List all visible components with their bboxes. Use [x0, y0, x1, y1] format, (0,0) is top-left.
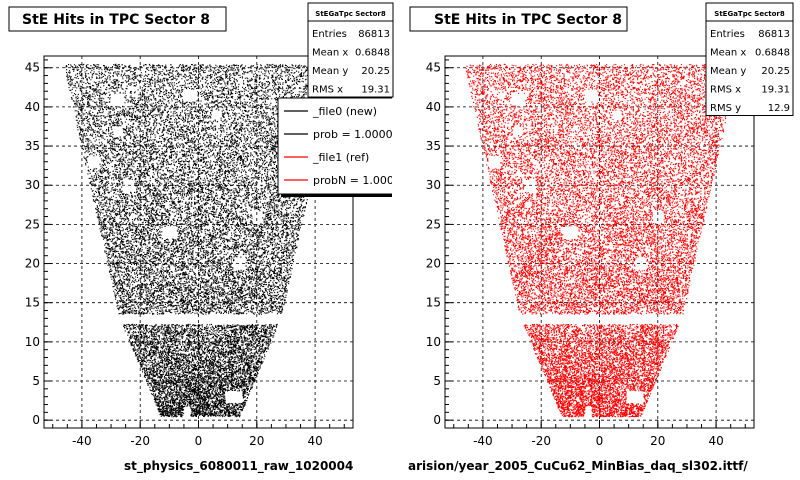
legend-label: probN = 1.000000: [313, 174, 415, 187]
y-tick-label: 30: [426, 178, 441, 192]
x-tick-label: -40: [72, 434, 92, 448]
right-x-axis-label: arision/year_2005_CuCu62_MinBias_daq_sl3…: [408, 459, 748, 474]
x-tick-label: 0: [596, 434, 604, 448]
x-tick-label: 20: [650, 434, 665, 448]
x-tick-label: -20: [130, 434, 150, 448]
legend-label: _file1 (ref): [312, 151, 369, 164]
y-tick-label: 5: [433, 374, 441, 388]
stats-value: 19.31: [361, 85, 390, 96]
y-tick-label: 20: [25, 257, 40, 271]
y-tick-label: 10: [426, 335, 441, 349]
stats-value: 12.9: [768, 103, 790, 114]
stats-label: Mean x: [312, 48, 348, 59]
legend-label: prob = 1.000000: [313, 128, 407, 141]
stats-label: Entries: [710, 29, 745, 40]
hit-point-cloud: [465, 63, 738, 418]
right-stats-box: StEGaTpc Sector8 Entries 86813 Mean x 0.6848…: [705, 2, 794, 116]
y-tick-label: 35: [426, 139, 441, 153]
y-tick-label: 40: [25, 100, 40, 114]
x-tick-label: -40: [473, 434, 493, 448]
stats-value: 19.31: [761, 85, 790, 96]
y-tick-label: 0: [32, 413, 40, 427]
stats-label: RMS x: [312, 85, 343, 96]
right-axis-ticks: -40 -20 0 20 40 0 5 10 15 20 25 30 35 40 45: [426, 59, 746, 448]
stats-label: RMS y: [710, 103, 741, 114]
x-tick-label: 0: [195, 434, 203, 448]
y-tick-label: 0: [433, 413, 441, 427]
left-x-axis-label: st_physics_6080011_raw_1020004: [124, 459, 353, 474]
x-tick-label: -20: [531, 434, 551, 448]
legend-label: _file0 (new): [312, 105, 377, 118]
y-tick-label: 45: [25, 61, 40, 75]
y-tick-label: 40: [426, 100, 441, 114]
left-chart-pad: -40 -20 0 20 40 0 5 10 15 20 25 30 35 40 45 StE Hits i…: [8, 2, 415, 474]
y-tick-label: 15: [426, 296, 441, 310]
stats-name: StEGaTpc Sector8: [714, 10, 785, 18]
stats-value: 0.6848: [355, 48, 390, 59]
stats-label: Entries: [312, 29, 347, 40]
stats-box-frame: [307, 2, 394, 98]
left-hit-points: [65, 63, 337, 418]
left-chart-title: StE Hits in TPC Sector 8: [22, 12, 210, 28]
y-tick-label: 45: [426, 61, 441, 75]
stats-label: Mean x: [710, 48, 746, 59]
right-hit-points: [465, 63, 738, 418]
x-tick-label: 20: [249, 434, 264, 448]
left-stats-box: StEGaTpc Sector8 Entries 86813 Mean x 0.6848…: [307, 2, 394, 98]
y-tick-label: 20: [426, 257, 441, 271]
stats-value: 86813: [758, 29, 790, 40]
x-tick-label: 40: [307, 434, 322, 448]
right-title-box: StE Hits in TPC Sector 8: [409, 6, 628, 32]
left-title-box: StE Hits in TPC Sector 8: [8, 6, 227, 32]
stats-label: Mean y: [312, 66, 348, 77]
stats-label: RMS x: [710, 85, 741, 96]
y-tick-label: 25: [25, 217, 40, 231]
y-tick-label: 10: [25, 335, 40, 349]
stats-value: 20.25: [361, 66, 390, 77]
right-chart-pad: -40 -20 0 20 40 0 5 10 15 20 25 30 35 40 45 StE Hits i…: [408, 2, 794, 474]
legend-frame: [277, 97, 392, 195]
hit-point-cloud: [65, 63, 337, 418]
y-tick-label: 15: [25, 296, 40, 310]
stats-box-frame: [705, 2, 794, 116]
x-tick-label: 40: [708, 434, 723, 448]
y-tick-label: 30: [25, 178, 40, 192]
left-axis-ticks: -40 -20 0 20 40 0 5 10 15 20 25 30 35 40 45: [25, 59, 345, 448]
stats-name: StEGaTpc Sector8: [315, 10, 386, 18]
stats-value: 20.25: [761, 66, 790, 77]
stats-value: 0.6848: [755, 48, 790, 59]
y-tick-label: 35: [25, 139, 40, 153]
stats-value: 86813: [358, 29, 390, 40]
stats-label: Mean y: [710, 66, 746, 77]
left-legend: _file0 (new) prob = 1.000000 _file1 (ref) p…: [277, 97, 415, 197]
y-tick-label: 25: [426, 217, 441, 231]
right-chart-title: StE Hits in TPC Sector 8: [434, 12, 622, 28]
y-tick-label: 5: [32, 374, 40, 388]
